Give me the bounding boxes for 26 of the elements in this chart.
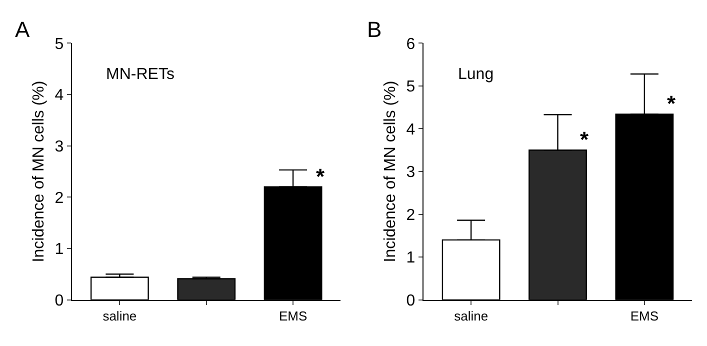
text: B [367,17,382,42]
x-tick-label: saline [454,308,488,324]
y-tick-label: 1 [406,250,416,267]
y-tick-label: 4 [54,87,64,104]
x-tick-label: EMS [278,308,308,324]
annotation: MN-RETs [106,66,174,83]
y-tick-label: 3 [406,164,416,182]
text: A [15,17,30,42]
y-axis-title: Incidence of MN cells (%) [30,80,48,262]
y-tick-label: 6 [406,36,416,53]
annotation: Lung [458,66,494,83]
y-axis-title: Incidence of MN cells (%) [382,80,400,262]
annotation: * [580,127,589,152]
y-tick-label: 0 [406,292,416,310]
y-tick-label: 2 [406,206,416,224]
y-tick-label: 0 [54,292,64,310]
annotation: * [316,164,325,189]
y-tick-label: 5 [54,36,64,53]
x-tick-label: EMS [630,308,659,324]
y-tick-label: 3 [54,138,64,156]
y-tick-label: 2 [54,190,64,207]
y-tick-label: 1 [54,241,64,258]
y-tick-label: 5 [406,78,416,96]
annotation: * [667,91,676,116]
y-tick-label: 4 [406,121,416,138]
x-tick-label: saline [102,308,137,324]
